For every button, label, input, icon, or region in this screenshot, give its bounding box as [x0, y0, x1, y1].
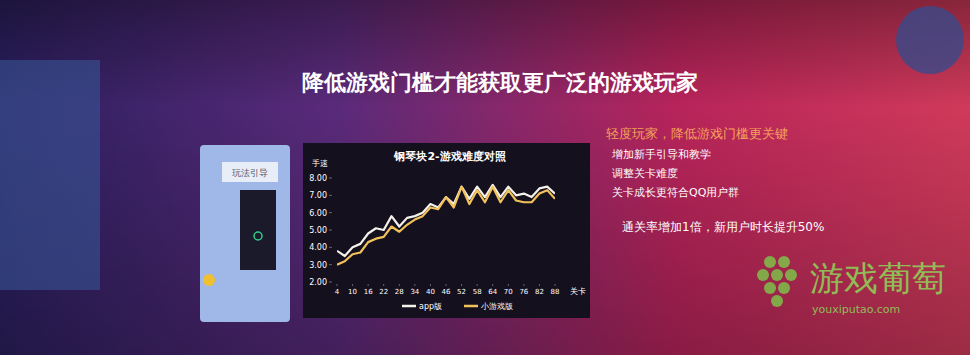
bullet: 增加新手引导和教学: [611, 148, 711, 161]
hand-icon: [203, 274, 215, 286]
x-tick: [508, 284, 509, 286]
x-tick: [492, 284, 493, 286]
watermark: 游戏葡萄: [810, 258, 946, 298]
x-tick-label: 58: [473, 288, 482, 296]
x-tick-label: 4: [335, 288, 340, 296]
watermark-url: youxiputao.com: [812, 303, 900, 316]
y-tick: [329, 212, 332, 213]
x-tick-label: 64: [488, 288, 497, 296]
x-tick: [430, 284, 431, 286]
logo-dot: [764, 282, 776, 294]
x-tick: [368, 284, 369, 286]
legend-label: app版: [419, 302, 442, 311]
result: 通关率增加1倍，新用户时长提升50%: [622, 220, 824, 234]
decor-ball: [896, 6, 964, 74]
side-screen: [0, 60, 100, 290]
bullet: 关卡成长更符合QQ用户群: [612, 186, 739, 199]
plot-area: [337, 185, 555, 265]
x-tick-label: 16: [364, 288, 373, 296]
x-tick: [555, 284, 556, 286]
bullet: 调整关卡难度: [612, 167, 678, 180]
series-line: [337, 187, 555, 265]
y-tick-label: 5.00: [309, 226, 327, 235]
x-tick: [383, 284, 384, 286]
x-tick: [461, 284, 462, 286]
x-tick-label: 34: [410, 288, 419, 296]
x-tick-label: 40: [426, 288, 435, 296]
y-tick: [329, 264, 332, 265]
y-tick-label: 6.00: [309, 209, 327, 218]
logo-dot: [764, 256, 776, 268]
slide-title: 降低游戏门槛才能获取更广泛的游戏玩家: [302, 70, 698, 95]
x-tick: [523, 284, 524, 286]
x-tick: [414, 284, 415, 286]
logo-dot: [771, 269, 783, 281]
x-tick: [446, 284, 447, 286]
slide: 降低游戏门槛才能获取更广泛的游戏玩家玩法引导 钢琴块2-游戏难度对照手速 2.00 3…: [0, 0, 970, 355]
x-tick-label: 46: [442, 288, 451, 296]
y-tick: [329, 247, 332, 248]
x-axis-label: 关卡: [570, 287, 586, 296]
x-tick-label: 76: [519, 288, 528, 296]
legend-label: 小游戏版: [481, 302, 513, 311]
legend-swatch: [464, 305, 478, 308]
x-tick-label: 52: [457, 288, 466, 296]
x-tick-label: 10: [348, 288, 357, 296]
logo-dot: [785, 269, 797, 281]
logo-dot: [771, 295, 783, 307]
background: [0, 0, 970, 355]
y-tick-label: 8.00: [309, 174, 327, 183]
y-tick-label: 4.00: [309, 243, 327, 252]
x-tick-label: 88: [551, 288, 560, 296]
series-line: [337, 185, 555, 256]
canvas: 降低游戏门槛才能获取更广泛的游戏玩家玩法引导 钢琴块2-游戏难度对照手速 2.00 3…: [0, 0, 970, 355]
x-tick-label: 82: [535, 288, 544, 296]
y-tick-label: 7.00: [309, 191, 327, 200]
phone-banner: [222, 162, 278, 182]
x-tick-label: 70: [504, 288, 513, 296]
y-tick: [329, 230, 332, 231]
phone: [200, 145, 290, 322]
legend-swatch: [402, 305, 416, 308]
tap-ring: [254, 232, 262, 240]
y-tick-label: 2.00: [309, 278, 327, 287]
x-tick-label: 28: [395, 288, 404, 296]
x-tick: [477, 284, 478, 286]
y-tick: [329, 195, 332, 196]
y-axis-label: 手速: [312, 159, 328, 168]
chart-panel: [303, 143, 590, 318]
x-tick: [399, 284, 400, 286]
x-tick: [539, 284, 540, 286]
x-tick-label: 22: [379, 288, 388, 296]
piano-tile: [240, 190, 276, 270]
chart-title: 钢琴块2-游戏难度对照: [393, 150, 505, 163]
logo-dot: [778, 282, 790, 294]
phone-text: 玩法引导: [232, 168, 268, 178]
logo-dot: [778, 256, 790, 268]
logo-dot: [757, 269, 769, 281]
watermark-logo: [757, 256, 797, 307]
vignette: [0, 0, 970, 355]
y-tick: [329, 178, 332, 179]
y-tick-label: 3.00: [309, 261, 327, 270]
headline: 轻度玩家，降低游戏门槛更关键: [606, 126, 788, 141]
y-tick: [329, 282, 332, 283]
x-tick: [352, 284, 353, 286]
x-tick: [337, 284, 338, 286]
